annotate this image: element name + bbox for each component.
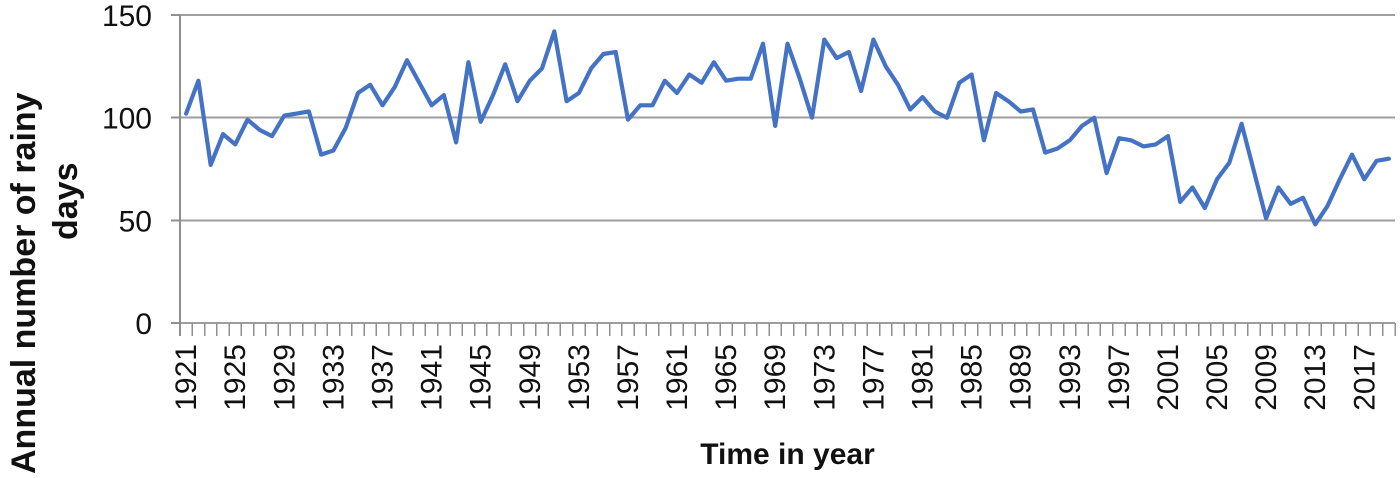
- y-axis-title-line-1: Annual number of rainy: [5, 92, 43, 474]
- x-tick-label-2009: 2009: [1250, 344, 1283, 411]
- rainy-days-series-line: [184, 29, 1392, 227]
- x-tick-label-1945: 1945: [465, 344, 498, 411]
- y-tick-label-150: 150: [102, 0, 152, 33]
- x-tick-label-1981: 1981: [907, 344, 940, 411]
- x-tick-label-2017: 2017: [1348, 344, 1381, 411]
- y-tick-label-0: 0: [135, 308, 152, 341]
- y-tick-label-100: 100: [102, 103, 152, 136]
- x-tick-label-1973: 1973: [808, 344, 841, 411]
- x-tick-label-1921: 1921: [170, 344, 203, 411]
- x-tick-label-1929: 1929: [268, 344, 301, 411]
- x-tick-label-1969: 1969: [759, 344, 792, 411]
- x-tick-label-1933: 1933: [317, 344, 350, 411]
- x-tick-label-1961: 1961: [661, 344, 694, 411]
- x-tick-label-2001: 2001: [1152, 344, 1185, 411]
- x-tick-label-1985: 1985: [956, 344, 989, 411]
- x-tick-label-1941: 1941: [416, 344, 449, 411]
- x-tick-label-1949: 1949: [514, 344, 547, 411]
- x-tick-label-1965: 1965: [710, 344, 743, 411]
- x-tick-label-1957: 1957: [612, 344, 645, 411]
- x-tick-label-1989: 1989: [1005, 344, 1038, 411]
- x-tick-label-2005: 2005: [1201, 344, 1234, 411]
- x-tick-label-1977: 1977: [857, 344, 890, 411]
- x-axis-title: Time in year: [700, 438, 875, 471]
- x-tick-label-2013: 2013: [1299, 344, 1332, 411]
- x-tick-label-1937: 1937: [367, 344, 400, 411]
- x-tick-label-1997: 1997: [1103, 344, 1136, 411]
- y-tick-label-50: 50: [119, 205, 152, 238]
- y-axis-title-line-2: days: [47, 162, 85, 241]
- x-tick-label-1953: 1953: [563, 344, 596, 411]
- x-tick-label-1993: 1993: [1054, 344, 1087, 411]
- x-tick-label-1925: 1925: [219, 344, 252, 411]
